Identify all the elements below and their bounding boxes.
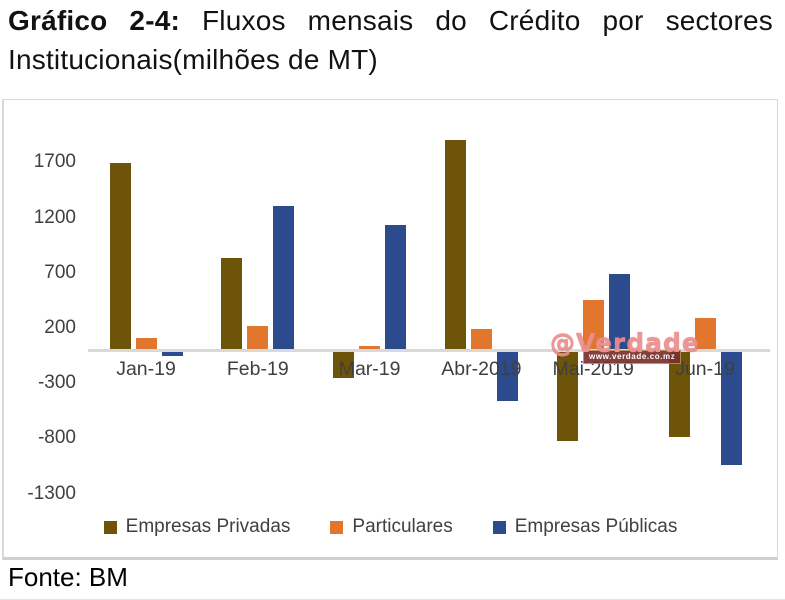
- bar: [694, 317, 716, 350]
- legend-label: Empresas Públicas: [514, 516, 678, 537]
- x-category-label: Jun-19: [675, 358, 735, 380]
- source-note: Fonte: BM: [8, 562, 128, 592]
- legend-label: Empresas Privadas: [125, 516, 291, 537]
- bar: [385, 225, 407, 350]
- x-category-label: Jan-19: [116, 358, 176, 380]
- bar: [556, 350, 578, 441]
- bar: [161, 350, 183, 356]
- x-category-label: Mar-19: [338, 358, 401, 380]
- y-tick-label: -1300: [27, 482, 76, 504]
- y-tick-label: 200: [44, 316, 76, 338]
- x-category-label: Feb-19: [226, 358, 289, 380]
- bar: [668, 350, 690, 438]
- legend: Empresas Privadas Particulares Empresas Pú…: [4, 516, 777, 538]
- bar: [273, 206, 295, 350]
- bar: [221, 258, 243, 350]
- bar: [135, 337, 157, 350]
- legend-item: Particulares: [330, 516, 453, 538]
- y-tick-label: -300: [37, 372, 76, 394]
- bar: [359, 345, 381, 350]
- watermark-url: www.verdade.co.mz: [583, 350, 682, 364]
- legend-item: Empresas Privadas: [103, 516, 291, 538]
- watermark: @Verdade www.verdade.co.mz: [550, 328, 700, 364]
- bar: [720, 350, 742, 465]
- bar: [247, 325, 269, 350]
- bar: [582, 300, 604, 350]
- y-tick-label: 1700: [33, 151, 76, 173]
- page-title-prefix: Gráfico 2-4:: [8, 5, 181, 36]
- x-axis-line: [88, 349, 770, 352]
- legend-label: Particulares: [352, 516, 453, 537]
- page-title: Gráfico 2-4: Fluxos mensais do Crédito p…: [8, 2, 773, 79]
- legend-swatch-icon: [492, 520, 506, 534]
- bar: [444, 140, 466, 350]
- bar: [109, 163, 131, 350]
- bar: [470, 329, 492, 350]
- page-title-rest: Fluxos mensais do Crédito por sectores I…: [8, 5, 773, 75]
- legend-swatch-icon: [103, 520, 117, 534]
- legend-item: Empresas Públicas: [492, 516, 678, 538]
- x-category-label: Abr-2019: [441, 358, 522, 380]
- bar: [333, 350, 355, 378]
- chart-area: 1700 1200 700 200 -300 -800 -1300 Jan-19 Feb-19 M…: [2, 99, 778, 560]
- bar: [496, 350, 518, 401]
- y-tick-label: -800: [37, 427, 76, 449]
- bar: [608, 273, 630, 350]
- y-tick-label: 1200: [33, 206, 76, 228]
- legend-swatch-icon: [330, 520, 344, 534]
- y-tick-label: 700: [44, 261, 76, 283]
